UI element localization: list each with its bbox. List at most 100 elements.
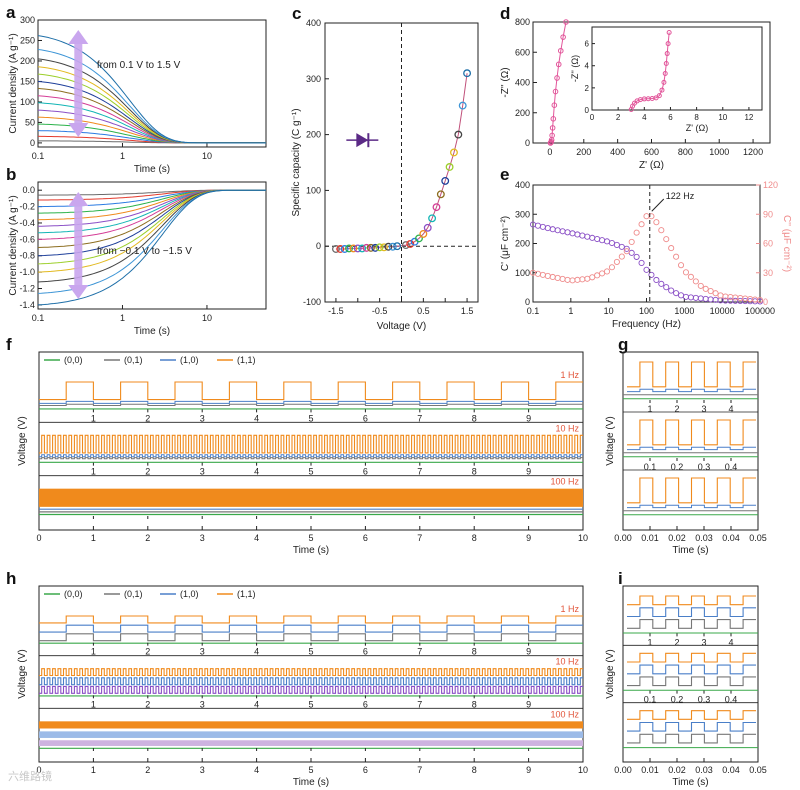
inset-x-tick-label: 2: [616, 113, 621, 122]
legend-label-f: (0,0): [64, 355, 83, 365]
real-capacitance-point: [653, 276, 660, 284]
x-tick-label-g: 0.03: [695, 533, 713, 543]
row-tick-label-f: 8: [472, 413, 477, 423]
imag-capacitance-point: [717, 292, 724, 299]
row-frequency-label-h: 10 Hz: [555, 657, 579, 667]
row-tick-label-f: 9: [526, 467, 531, 477]
y-tick-label-a: 300: [20, 15, 35, 25]
capacity-point: [366, 243, 375, 252]
real-capacitance-point: [544, 225, 551, 232]
y-right-tick-label-e: 120: [763, 180, 778, 190]
imag-capacitance-point: [673, 253, 680, 260]
gray-trace-h: [39, 685, 583, 694]
capacity-point: [458, 101, 467, 110]
real-capacitance-point: [539, 223, 546, 230]
x-tick-label-i: 0.03: [695, 765, 713, 775]
y-tick-label-e: 300: [515, 209, 530, 219]
capacity-point: [340, 245, 349, 253]
row-tick-label-h: 7: [417, 699, 422, 709]
y-tick-label-d: 200: [515, 108, 530, 118]
x-tick-label-e: 10: [604, 306, 614, 316]
x-tick-label-d: 1000: [709, 147, 729, 157]
orange-band-f: [39, 488, 583, 507]
y-right-tick-label-e: 90: [763, 209, 773, 219]
nyquist-point: [551, 102, 558, 108]
capacity-point: [380, 243, 388, 252]
panel-letter-h: h: [6, 569, 16, 588]
x-tick-label-d: 1200: [743, 147, 763, 157]
x-tick-label-e: 10000: [710, 306, 735, 316]
plot-frame-a: [37, 19, 267, 148]
orange-trace-f: [39, 434, 583, 454]
row-tick-label-f: 5: [308, 413, 313, 423]
inset-y-axis-label: -Z'' (Ω): [570, 55, 580, 82]
row-tick-label-h: 8: [472, 699, 477, 709]
blue-trace-h: [39, 677, 583, 686]
capacity-point: [349, 244, 358, 253]
capacity-point: [441, 176, 450, 185]
x-axis-label-h: Time (s): [293, 777, 329, 788]
current-curve-b: [38, 189, 266, 196]
inset-nyquist-point: [664, 51, 670, 57]
orange-trace-i: [627, 710, 756, 720]
imag-capacitance-point: [608, 264, 616, 271]
orange-trace-g: [627, 361, 756, 388]
imag-capacitance-point: [579, 276, 586, 283]
row-tick-label-h: 2: [145, 699, 150, 709]
y-tick-label-a: 200: [20, 56, 35, 66]
orange-trace-h: [39, 668, 583, 677]
y-tick-label-b: -1.2: [19, 284, 35, 294]
row-tick-label-f: 1: [91, 413, 96, 423]
blue-trace-i: [627, 664, 756, 675]
x-tick-label-c: -0.5: [372, 306, 388, 316]
imag-capacitance-point: [633, 229, 640, 236]
x-tick-label-g: 0.00: [614, 533, 632, 543]
nyquist-point: [554, 75, 560, 81]
imag-capacitance-point: [594, 272, 601, 279]
imag-capacitance-point: [658, 227, 665, 234]
gray-trace-h: [39, 633, 583, 642]
orange-trace-g: [627, 419, 756, 446]
inset-y-tick-label: 4: [585, 62, 590, 71]
x-axis-label-d: Z' (Ω): [639, 160, 664, 171]
imag-capacitance-point: [534, 270, 541, 277]
blue-band-h: [39, 731, 583, 738]
capacity-point: [423, 223, 432, 232]
imag-capacitance-point: [653, 219, 660, 226]
capacity-point: [336, 245, 345, 253]
capacity-point: [358, 244, 367, 253]
y-tick-label-c: 0: [316, 241, 321, 251]
imag-capacitance-point: [682, 269, 690, 276]
row-frequency-label-h: 100 Hz: [550, 709, 579, 719]
x-tick-label-f: 10: [578, 533, 588, 543]
y-axis-label-f: Voltage (V): [17, 416, 28, 465]
row-tick-label-g: 0.2: [671, 462, 684, 472]
x-tick-label-i: 0.04: [722, 765, 740, 775]
real-capacitance-point: [633, 253, 640, 260]
real-capacitance-point: [692, 294, 699, 301]
inset-nyquist-point: [666, 30, 672, 36]
imag-capacitance-point: [707, 287, 714, 295]
inset-nyquist-point: [662, 70, 668, 76]
row-tick-label-f: 2: [145, 413, 150, 423]
row-tick-label-h: 1: [91, 647, 96, 657]
legend-label-f: (0,1): [124, 355, 143, 365]
y-tick-label-a: 150: [20, 76, 35, 86]
x-tick-label-f: 3: [200, 533, 205, 543]
inset-nyquist-point: [661, 79, 667, 85]
x-tick-label-d: 800: [678, 147, 693, 157]
real-capacitance-point: [559, 228, 566, 235]
row-tick-label-h: 4: [254, 699, 259, 709]
imag-capacitance-point: [539, 271, 546, 278]
real-capacitance-point: [618, 243, 625, 250]
x-tick-label-f: 9: [526, 533, 531, 543]
row-frequency-label-f: 10 Hz: [555, 423, 579, 433]
inset-nyquist-point: [653, 95, 659, 101]
inset-nyquist-point: [665, 41, 671, 47]
imag-capacitance-point: [574, 276, 581, 283]
imag-capacitance-point: [618, 253, 625, 260]
row-tick-label-i: 0.2: [671, 695, 684, 705]
real-capacitance-point: [589, 234, 596, 241]
capacity-point: [445, 163, 454, 171]
